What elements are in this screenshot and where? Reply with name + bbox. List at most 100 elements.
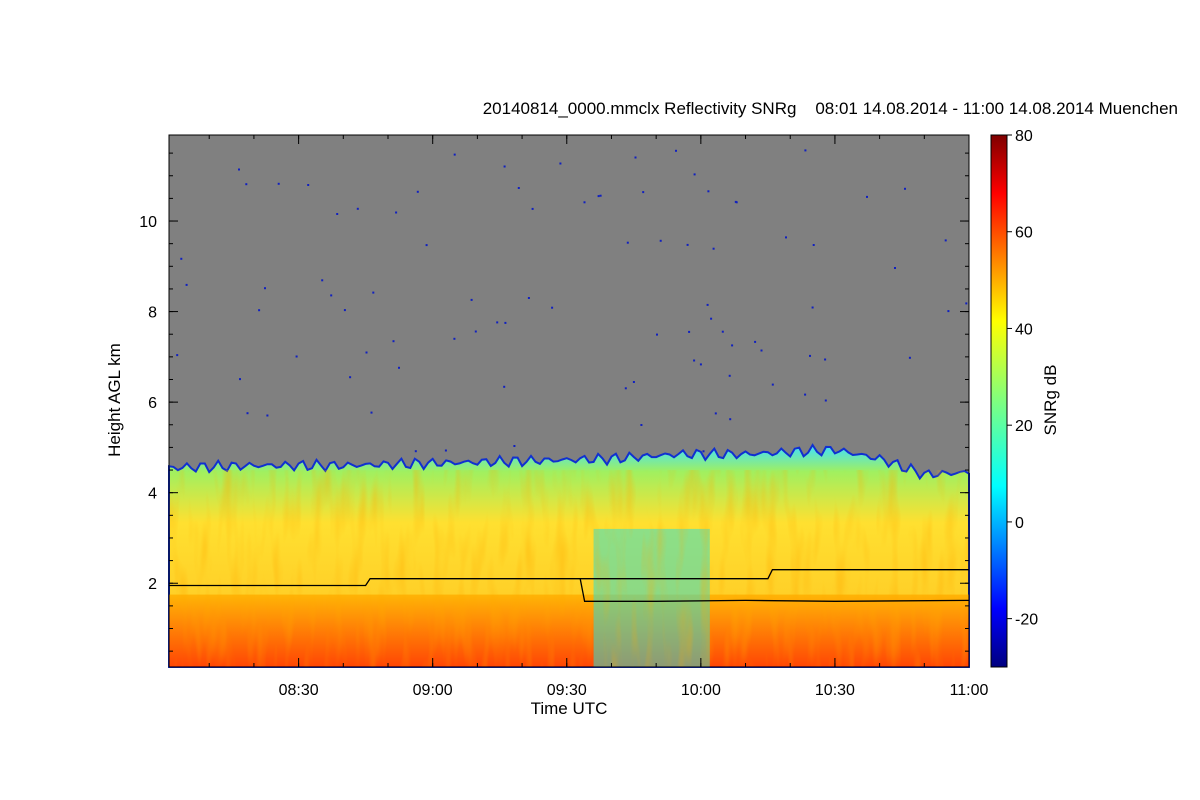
noise-dot <box>729 418 732 421</box>
noise-dot <box>453 337 456 340</box>
streak-texture <box>169 470 969 667</box>
noise-dot <box>624 387 627 390</box>
noise-dot <box>453 153 456 156</box>
colorbar-gradient <box>990 134 1008 668</box>
noise-dot <box>559 162 562 165</box>
noise-dot <box>176 354 179 357</box>
colorbar-tick-label: 40 <box>1015 321 1033 338</box>
plot-frame <box>168 134 970 668</box>
noise-dot <box>634 156 637 159</box>
noise-dot <box>965 302 968 305</box>
noise-dot <box>513 445 516 447</box>
noise-dot <box>640 424 643 426</box>
noise-dot <box>336 213 339 215</box>
heatmap-field <box>168 135 970 668</box>
noise-dot <box>531 207 534 210</box>
noise-dot <box>349 376 352 379</box>
noise-dot <box>721 330 724 333</box>
x-axis-label: Time UTC <box>530 699 608 718</box>
noise-dot <box>904 187 906 190</box>
noise-dot <box>686 243 689 246</box>
noise-dot <box>264 287 266 290</box>
y-tick-label: 2 <box>148 576 157 593</box>
noise-dot <box>688 330 691 333</box>
colorbar-tick-label: 20 <box>1015 418 1033 435</box>
noise-dot <box>712 247 715 250</box>
noise-dot <box>804 393 807 396</box>
noise-dot <box>583 201 586 204</box>
noise-dot <box>632 381 635 383</box>
y-tick-label: 4 <box>148 486 157 503</box>
noise-dot <box>504 321 507 324</box>
noise-dot <box>760 349 763 352</box>
noise-dot <box>245 183 248 186</box>
noise-dot <box>824 399 827 402</box>
chart-title: 20140814_0000.mmclx Reflectivity SNRg 08… <box>0 99 1178 119</box>
noise-dot <box>503 165 506 168</box>
chart-title-right: 08:01 14.08.2014 - 11:00 14.08.2014 Muen… <box>815 99 1178 118</box>
noise-dot <box>395 211 398 214</box>
boundary-line-lower <box>579 578 970 602</box>
colorbar-tick-label: 80 <box>1015 128 1033 145</box>
noise-dot <box>699 363 702 366</box>
noise-dot <box>246 412 249 415</box>
x-tick-label: 09:30 <box>547 682 587 699</box>
noise-dot <box>702 450 705 453</box>
noise-dot <box>551 306 554 309</box>
y-tick-label: 6 <box>148 395 157 412</box>
noise-dot <box>642 191 645 194</box>
noise-dot <box>656 333 658 336</box>
noise-dot <box>599 194 602 197</box>
noise-dot <box>517 187 520 189</box>
colorbar-tick-label: 0 <box>1015 515 1024 532</box>
cloud-top-edge <box>168 443 970 668</box>
noise-dot <box>714 412 717 415</box>
noise-dot <box>947 310 950 313</box>
noise-dot <box>185 283 188 286</box>
noise-dot <box>626 241 629 244</box>
noise-dot <box>693 173 696 176</box>
noise-dot <box>398 366 400 369</box>
noise-dot <box>330 294 333 297</box>
noise-dot <box>365 351 368 354</box>
noise-dot <box>944 239 947 242</box>
colorbar-tick-label: -20 <box>1015 612 1038 629</box>
boundary-line-upper <box>169 569 969 587</box>
y-tick-label: 8 <box>148 305 157 322</box>
noise-dot <box>503 385 506 388</box>
axes: 08:30 09:00 09:30 10:00 10:30 11:00 2 4 6 8 10 <box>139 134 989 699</box>
noise-dot <box>356 207 359 210</box>
noise-dot <box>474 330 477 333</box>
noise-dot <box>496 321 499 324</box>
noise-dot <box>180 257 183 260</box>
noise-dot <box>659 239 662 242</box>
noise-dot <box>470 298 473 301</box>
noise-dot <box>812 244 815 246</box>
noise-dot <box>693 359 696 362</box>
noise-dot <box>809 354 811 357</box>
colorbar-label: SNRg dB <box>1041 364 1060 436</box>
noise-dot <box>731 344 734 347</box>
noise-dot <box>894 267 896 269</box>
y-tick-label: 10 <box>139 214 157 231</box>
x-tick-label: 08:30 <box>279 682 319 699</box>
chart-title-left: 20140814_0000.mmclx Reflectivity SNRg <box>482 99 797 118</box>
y-axis-label: Height AGL km <box>105 343 124 457</box>
noise-dot <box>771 383 774 386</box>
noise-dot <box>866 195 868 198</box>
noise-dot <box>392 340 395 343</box>
noise-dot <box>710 317 713 320</box>
noise-dot <box>295 355 298 358</box>
noise-dot <box>266 414 269 417</box>
noise-dot <box>785 236 787 239</box>
noise-dot <box>307 184 310 186</box>
noise-dot <box>444 449 447 452</box>
noise-dot <box>372 291 375 294</box>
noise-dot <box>754 340 757 343</box>
noise-dot <box>707 190 710 193</box>
noise-dot <box>277 182 280 185</box>
noise-dot <box>425 244 428 247</box>
noise-dot <box>908 356 911 359</box>
noise-dot <box>675 149 677 152</box>
